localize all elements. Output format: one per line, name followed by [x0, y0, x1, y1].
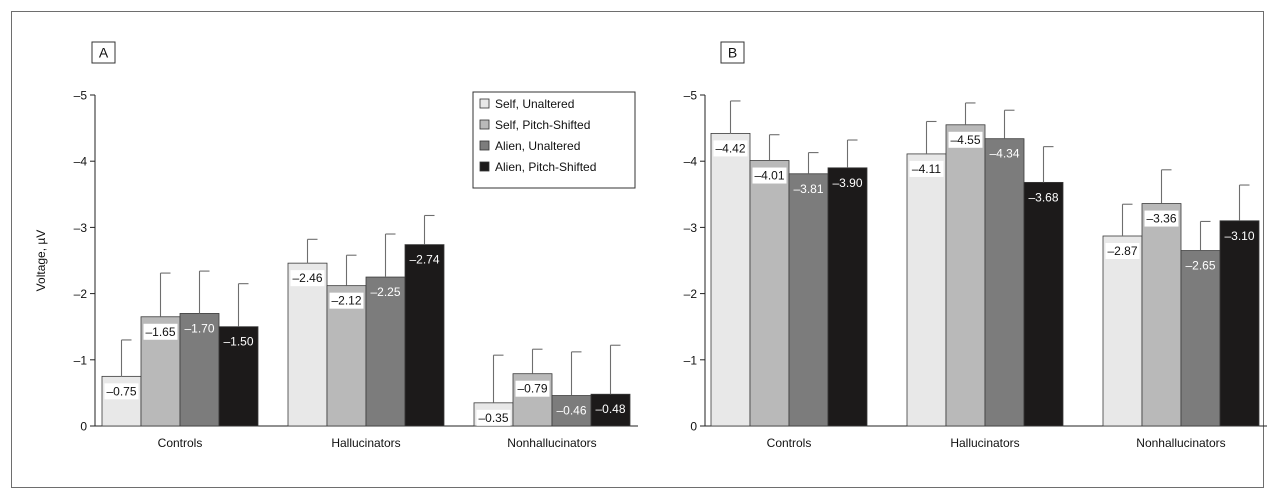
bar — [218, 326, 259, 427]
x-category-label: Controls — [767, 436, 812, 450]
y-tick-label: –2 — [74, 287, 88, 301]
panel-label-box — [91, 41, 116, 64]
bar — [551, 395, 592, 427]
figure-frame — [11, 11, 1264, 488]
value-label: –4.34 — [989, 147, 1019, 161]
legend-swatch — [479, 98, 490, 109]
bar — [1219, 220, 1260, 427]
value-label-bg — [476, 409, 511, 426]
value-label-bg — [515, 380, 550, 397]
bar — [1023, 181, 1064, 427]
value-label: –1.70 — [184, 321, 214, 335]
value-label: –1.50 — [223, 335, 253, 349]
legend-swatch — [479, 140, 490, 151]
x-category-label: Nonhallucinators — [1136, 436, 1225, 450]
value-label: –2.25 — [370, 285, 400, 299]
panel-label: A — [99, 45, 109, 61]
bar — [749, 160, 790, 427]
x-category-label: Hallucinators — [950, 436, 1019, 450]
value-label: –0.46 — [556, 404, 586, 418]
value-label-bg — [713, 140, 748, 157]
y-tick-label: –2 — [684, 287, 698, 301]
value-label: –2.12 — [331, 294, 361, 308]
value-label: –3.81 — [793, 182, 823, 196]
value-label: –0.35 — [478, 411, 508, 425]
legend-swatch — [479, 119, 490, 130]
value-label: –3.36 — [1146, 212, 1176, 226]
value-label-bg — [290, 270, 325, 287]
bar — [906, 153, 947, 427]
y-tick-label: 0 — [80, 420, 87, 434]
bar — [710, 132, 751, 427]
value-label: –4.11 — [912, 162, 941, 176]
value-label: –4.55 — [950, 133, 980, 147]
bar — [590, 393, 631, 427]
y-tick-label: –1 — [684, 353, 698, 367]
bar — [326, 285, 367, 427]
y-tick-label: –4 — [74, 155, 88, 169]
bar — [827, 167, 868, 427]
y-tick-label: 0 — [690, 420, 697, 434]
y-tick-label: –3 — [684, 221, 698, 235]
bar — [945, 124, 986, 427]
panel-a: A 0 –1 –2 –3 –4 –5 Voltage, µV Controls –0.75 –1.6… — [34, 41, 638, 450]
value-label-bg — [143, 323, 178, 340]
legend-label: Self, Unaltered — [495, 97, 574, 111]
legend-box — [472, 91, 636, 189]
value-label: –3.90 — [832, 176, 862, 190]
y-axis-title: Voltage, µV — [34, 230, 48, 292]
x-category-label: Controls — [158, 436, 203, 450]
value-label: –2.87 — [1107, 244, 1137, 258]
value-label-bg — [948, 131, 983, 148]
bar — [1141, 203, 1182, 427]
value-label: –2.46 — [292, 271, 322, 285]
panel-label: B — [728, 45, 737, 61]
y-tick-label: –4 — [684, 155, 698, 169]
legend-swatch — [479, 161, 490, 172]
value-label: –0.48 — [595, 402, 625, 416]
x-category-label: Hallucinators — [331, 436, 400, 450]
value-label-bg — [909, 160, 944, 177]
value-label: –4.01 — [754, 169, 784, 183]
value-label: –0.75 — [106, 384, 136, 398]
panel-label-box — [720, 41, 745, 64]
value-label-bg — [752, 167, 787, 184]
legend-label: Self, Pitch-Shifted — [495, 118, 590, 132]
value-label: –2.65 — [1185, 259, 1215, 273]
value-label: –0.79 — [517, 382, 547, 396]
y-tick-label: –5 — [74, 89, 88, 103]
y-tick-label: –3 — [74, 221, 88, 235]
bar — [1102, 235, 1143, 427]
bar — [1180, 250, 1221, 427]
value-label-bg — [1105, 243, 1140, 260]
panel-b: B 0 –1 –2 –3 –4 –5 Controls –4.42 –4.01 –3.81 –3.90… — [684, 41, 1267, 450]
legend-label: Alien, Unaltered — [495, 139, 580, 153]
bar — [365, 276, 406, 427]
value-label-bg — [1144, 210, 1179, 227]
bar — [179, 313, 220, 427]
value-label: –3.68 — [1028, 190, 1058, 204]
x-category-label: Nonhallucinators — [507, 436, 596, 450]
value-label-bg — [104, 383, 139, 400]
value-label-bg — [329, 292, 364, 309]
value-label: –2.74 — [409, 253, 439, 267]
y-tick-label: –5 — [684, 89, 698, 103]
bar — [984, 138, 1025, 427]
legend-label: Alien, Pitch-Shifted — [495, 160, 596, 174]
value-label: –1.65 — [145, 325, 175, 339]
bar — [788, 173, 829, 427]
bar — [404, 244, 445, 427]
bar — [287, 262, 328, 427]
value-label: –3.10 — [1224, 229, 1254, 243]
y-tick-label: –1 — [74, 353, 88, 367]
value-label: –4.42 — [715, 141, 745, 155]
